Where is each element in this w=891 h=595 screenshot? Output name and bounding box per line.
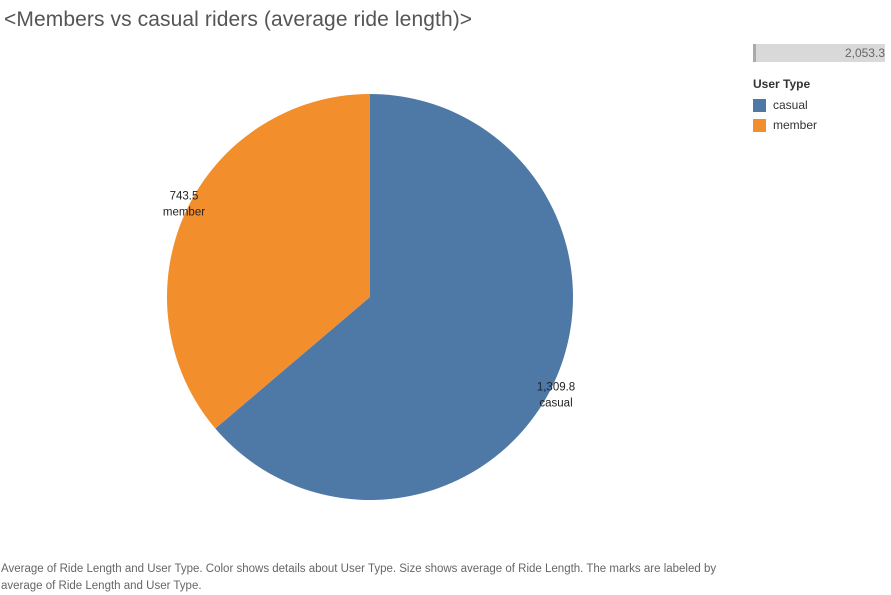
legend-label-casual: casual [773,98,808,112]
pie-slice-casual[interactable] [215,94,573,500]
size-legend-bar: 2,053.3 [753,44,885,62]
slice-value-label-member: 743.5 [170,191,199,203]
legend-title: User Type [753,77,811,91]
chart-caption: Average of Ride Length and User Type. Co… [1,563,717,592]
legend-label-member: member [773,118,818,132]
legend-swatch-casual [753,98,766,112]
chart-title: <Members vs casual riders (average ride … [4,8,473,31]
legend-item-casual[interactable]: casual [753,95,817,115]
pie-slice-member[interactable] [167,94,370,429]
slice-category-label-casual: casual [539,397,572,409]
slice-category-label-member: member [163,207,205,219]
slice-value-label-casual: 1,309.8 [537,381,575,393]
legend-swatch-member [753,118,766,132]
size-legend-max-value: 2,053.3 [844,46,885,60]
color-legend: User Type casual member [753,77,817,135]
legend-item-member[interactable]: member [753,115,817,135]
